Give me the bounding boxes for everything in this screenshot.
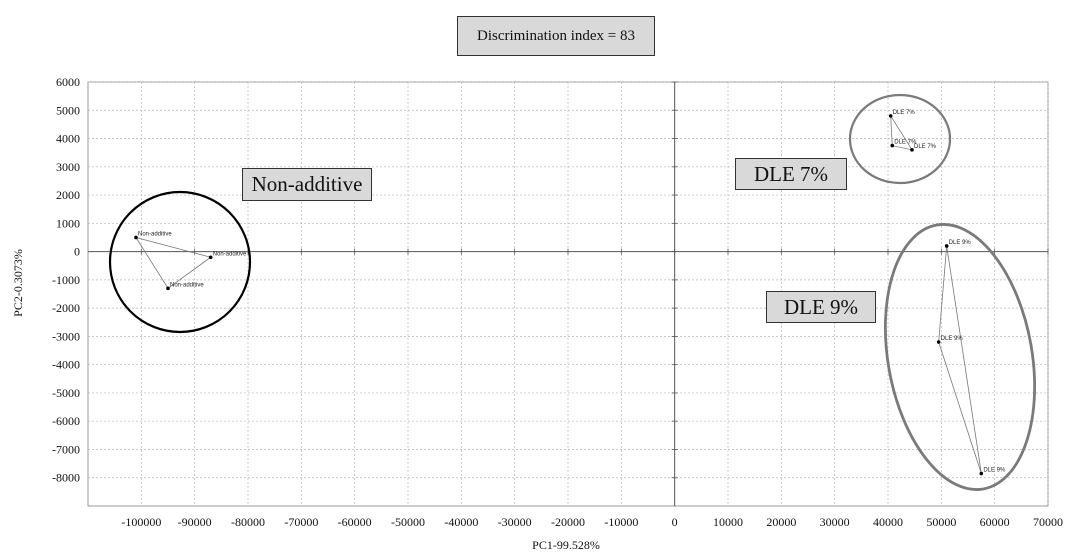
x-tick-label: 30000 [820, 515, 850, 529]
x-tick-label: -20000 [551, 515, 585, 529]
y-tick-label: 2000 [56, 188, 80, 202]
y-tick-label: 0 [74, 245, 80, 259]
point-label-non-additive: Non-additive [170, 282, 204, 288]
point-dle-7 [910, 148, 914, 152]
x-tick-label: 50000 [926, 515, 956, 529]
y-tick-label: 1000 [56, 216, 80, 230]
x-tick-label: -100000 [121, 515, 161, 529]
group-label-dle-7: DLE 7% [735, 158, 847, 190]
x-tick-label: 70000 [1033, 515, 1063, 529]
group-label-dle-9: DLE 9% [766, 291, 876, 323]
x-tick-label: -40000 [444, 515, 478, 529]
x-tick-label: 0 [672, 515, 678, 529]
x-tick-label: 60000 [980, 515, 1010, 529]
y-axis-label: PC2-0.3073% [11, 249, 25, 317]
point-label-dle-9: DLE 9% [949, 240, 972, 246]
y-tick-label: 4000 [56, 132, 80, 146]
point-non-additive [166, 286, 170, 291]
y-tick-label: -3000 [52, 329, 80, 343]
group-dle-7: DLE 7%DLE 7%DLE 7% [848, 93, 952, 185]
x-tick-label: 20000 [766, 515, 796, 529]
data-groups: Non-additive Non-additive Non-additive DLE … [108, 93, 1037, 491]
y-tick-label: -2000 [52, 301, 80, 315]
y-tick-label: 5000 [56, 103, 80, 117]
x-tick-label: 10000 [713, 515, 743, 529]
y-tick-label: -7000 [52, 442, 80, 456]
group-label-non-additive: Non-additive [242, 168, 372, 201]
y-tick-label: -6000 [52, 414, 80, 428]
ellipse-non-additive [108, 190, 252, 334]
y-tick-labels: 6000 5000 4000 3000 2000 1000 0 -1000 -2000 -3000… [52, 75, 80, 485]
x-tick-label: 40000 [873, 515, 903, 529]
x-tick-label: -50000 [391, 515, 425, 529]
point-dle-7 [890, 143, 895, 148]
x-tick-label: -30000 [498, 515, 532, 529]
y-tick-label: 3000 [56, 160, 80, 174]
point-non-additive [208, 255, 213, 260]
point-dle-7 [888, 114, 893, 118]
x-tick-label: -60000 [338, 515, 372, 529]
x-tick-label: -90000 [178, 515, 212, 529]
triangle-non-additive [135, 236, 212, 289]
chart-title-box: Discrimination index = 83 [457, 16, 655, 56]
group-non-additive: Non-additive Non-additive Non-additive [108, 190, 252, 334]
point-label-dle-9: DLE 9% [941, 336, 964, 342]
y-tick-label: 6000 [56, 75, 80, 89]
zero-axes [88, 81, 1049, 506]
x-tick-label: -10000 [604, 515, 638, 529]
triangle-dle-9 [938, 245, 982, 474]
point-dle-9 [936, 340, 941, 344]
x-tick-label: -70000 [284, 515, 318, 529]
point-dle-9 [944, 244, 949, 248]
point-label-dle-9: DLE 9% [983, 467, 1006, 473]
point-label-non-additive: Non-additive [213, 251, 247, 257]
y-tick-label: -5000 [52, 386, 80, 400]
y-tick-label: -8000 [52, 471, 80, 485]
triangle-dle-7 [890, 114, 913, 151]
point-label-dle-7: DLE 7% [894, 140, 917, 146]
y-tick-label: -1000 [52, 273, 80, 287]
point-label-dle-7: DLE 7% [914, 144, 937, 150]
y-tick-label: -4000 [52, 358, 80, 372]
point-label-non-additive: Non-additive [138, 231, 172, 237]
point-dle-9 [979, 471, 984, 476]
point-label-dle-7: DLE 7% [893, 110, 916, 116]
point-non-additive [134, 235, 138, 240]
x-tick-labels: -100000 -90000 -80000 -70000 -60000 -50000 -40… [121, 515, 1063, 529]
ellipse-dle-9 [883, 223, 1037, 491]
ellipse-dle-7 [848, 93, 952, 185]
x-axis-label: PC1-99.528% [532, 538, 600, 552]
x-tick-label: -80000 [231, 515, 265, 529]
group-dle-9: DLE 9% DLE 9% DLE 9% [883, 223, 1037, 491]
